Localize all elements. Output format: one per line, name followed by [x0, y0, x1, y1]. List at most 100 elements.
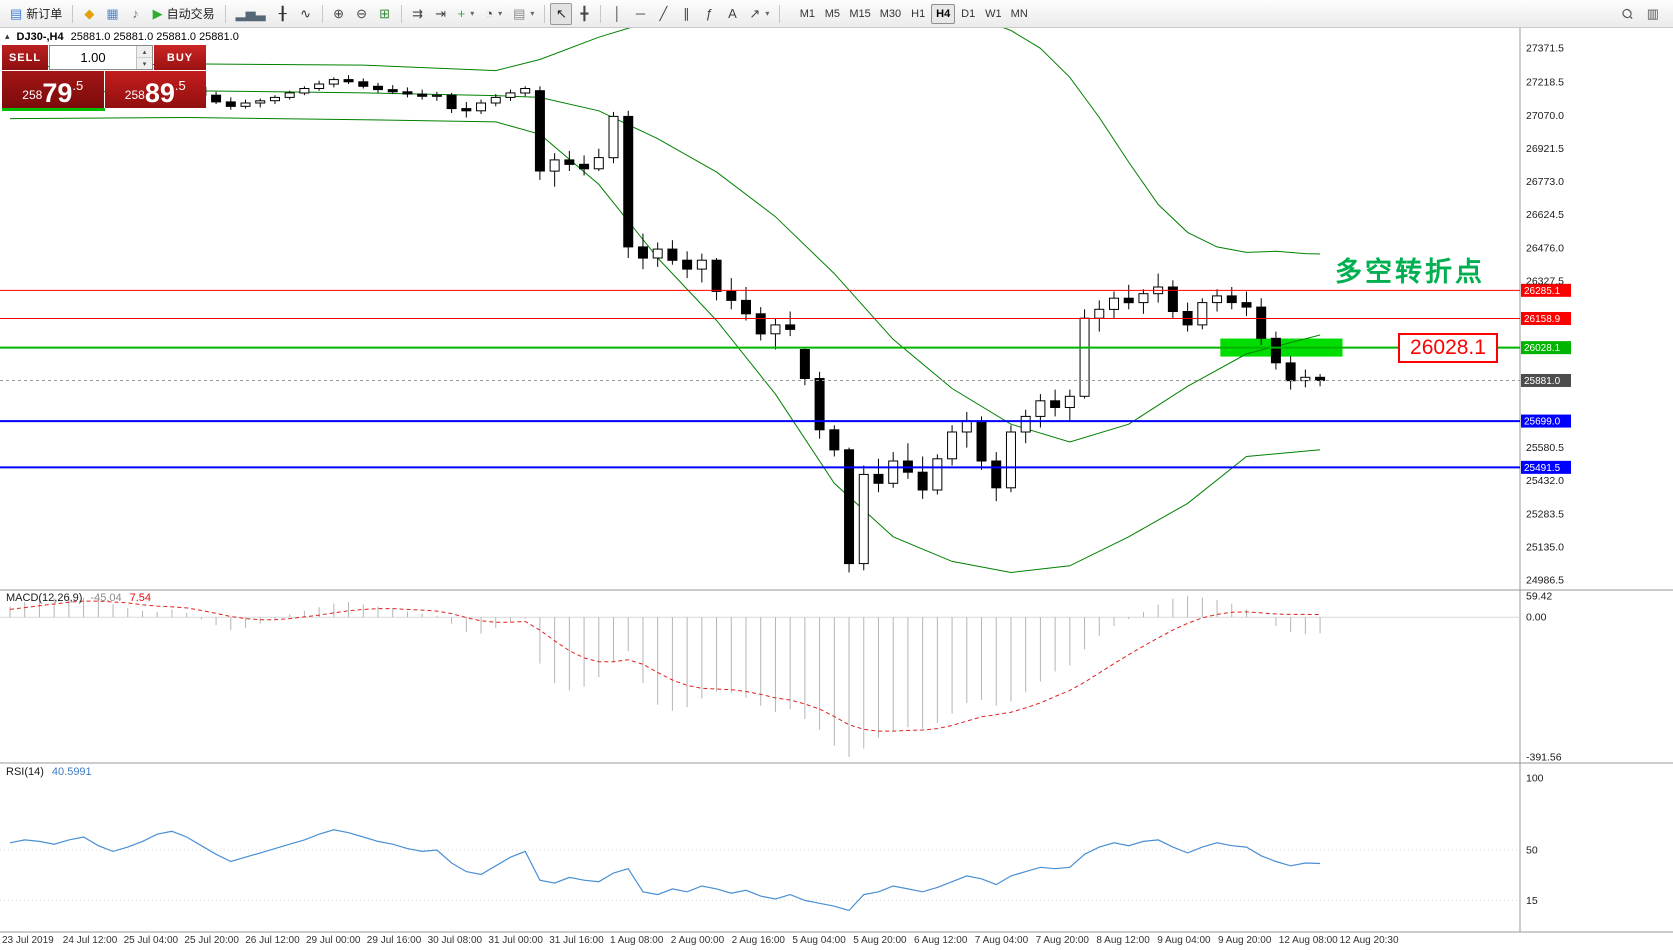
zoom-in-icon[interactable]: ⊕	[328, 3, 350, 25]
buy-price-prefix: 258	[124, 88, 145, 102]
time-label: 6 Aug 12:00	[914, 935, 968, 946]
sell-price[interactable]: 258 79.5	[2, 71, 104, 108]
crosshair-icon[interactable]: ╋	[573, 3, 595, 25]
toolbar-separator	[544, 4, 546, 23]
metaeditor-icon[interactable]: ◆	[78, 3, 100, 25]
one-click-toggle-icon[interactable]: ▴	[5, 31, 10, 41]
chart-title-bar: ▴ DJ30-,H4 25881.0 25881.0 25881.0 25881…	[5, 31, 239, 43]
vertical-line-icon-icon: │	[613, 6, 622, 21]
rsi-line	[9, 829, 1321, 912]
main-toolbar: ▤ 新订单 ◆ ▦ ♪ ▶ 自动交易 ▂▅▃ ╂ ∿ ⊕ ⊖ ⊞ ⇉ ⇥ + ▾ ◔ ▾ ▤ ▾ ↖ ╋ │ ─ ╱ ∥ ƒ A ↗ ▾ M1…	[0, 0, 1673, 28]
templates-button[interactable]: ▤ ▾	[508, 3, 539, 25]
data-window-icon[interactable]: ▥	[1642, 3, 1664, 25]
axis-price-label: 25881.0	[1521, 373, 1571, 387]
horizontal-line-icon[interactable]: ─	[629, 3, 651, 25]
sell-button[interactable]: SELL	[2, 45, 48, 70]
buy-price-big: 89	[144, 77, 175, 108]
time-label: 26 Jul 12:00	[245, 935, 300, 946]
bar-chart-icon[interactable]: ▂▅▃	[231, 3, 271, 25]
time-label: 9 Aug 20:00	[1218, 935, 1272, 946]
indicators-button[interactable]: + ▾	[453, 3, 480, 25]
cursor-icon[interactable]: ↖	[550, 2, 573, 25]
time-label: 12 Aug 20:30	[1339, 935, 1399, 946]
vertical-line-icon[interactable]: │	[606, 3, 628, 25]
axis-price-label: 25491.5	[1521, 460, 1571, 474]
timeframe-d1[interactable]: D1	[956, 4, 980, 24]
time-label: 5 Aug 04:00	[792, 935, 846, 946]
band-lower	[9, 116, 1321, 574]
dropdown-caret-icon: ▾	[498, 9, 503, 18]
trendline-icon-icon: ╱	[659, 6, 668, 21]
periods-button[interactable]: ◔ ▾	[480, 3, 507, 25]
volume-field[interactable]: 1.00 ▴ ▾	[49, 45, 153, 70]
axis-price-label: 26158.9	[1521, 311, 1571, 325]
chart-shift-icon[interactable]: ⇥	[430, 3, 452, 25]
new-order-button[interactable]: ▤ 新订单	[5, 3, 67, 25]
time-axis[interactable]: 23 Jul 2019 24 Jul 12:00 25 Jul 04:00 25 Ju…	[0, 935, 1673, 950]
toolbar-separator	[600, 4, 602, 23]
time-label: 23 Jul 2019	[2, 935, 54, 946]
price-scale-label: 26327.5	[1526, 275, 1564, 287]
search-icon-icon: Ϙ	[1617, 4, 1636, 23]
arrows-icon[interactable]: ↗ ▾	[744, 3, 774, 25]
tile-windows-icon[interactable]: ⊞	[374, 3, 396, 25]
timeframe-h4[interactable]: H4	[931, 3, 956, 24]
time-label: 1 Aug 08:00	[610, 935, 664, 946]
rsi-scale-label: 50	[1526, 845, 1538, 857]
time-label: 31 Jul 16:00	[549, 935, 604, 946]
timeframe-m1[interactable]: M1	[795, 4, 819, 24]
channel-icon[interactable]: ∥	[675, 3, 697, 25]
symbol-period-label: DJ30-,H4	[16, 31, 64, 43]
zoom-out-icon[interactable]: ⊖	[351, 3, 373, 25]
buy-button[interactable]: BUY	[154, 45, 206, 70]
turning-point-annotation[interactable]: 多空转折点	[1335, 257, 1485, 287]
time-label: 24 Jul 12:00	[62, 935, 118, 946]
dropdown-caret-icon: ▾	[470, 9, 475, 18]
horizontal-line-icon-icon: ─	[635, 6, 646, 21]
volume-value[interactable]: 1.00	[80, 50, 106, 65]
market-icon[interactable]: ▦	[101, 3, 123, 25]
search-icon[interactable]: Ϙ	[1616, 3, 1638, 25]
periods-icon: ◔	[485, 6, 494, 21]
line-chart-icon[interactable]: ∿	[295, 3, 317, 25]
sounds-icon[interactable]: ♪	[125, 3, 147, 25]
text-icon[interactable]: A	[721, 3, 743, 25]
time-label: 25 Jul 20:00	[184, 935, 239, 946]
toolbar-separator	[779, 4, 781, 23]
candlestick-chart-icon[interactable]: ╂	[272, 3, 294, 25]
timeframe-m30[interactable]: M30	[876, 4, 905, 24]
time-label: 7 Aug 04:00	[974, 935, 1029, 946]
price-scale-label: 25135.0	[1526, 541, 1564, 553]
buy-price[interactable]: 258 89.5	[104, 71, 206, 108]
timeframe-w1[interactable]: W1	[981, 4, 1006, 24]
time-label: 25 Jul 04:00	[123, 935, 179, 946]
autotrading-button-label: 自动交易	[166, 7, 215, 21]
stepper-down-icon[interactable]: ▾	[137, 58, 152, 69]
timeframe-h1[interactable]: H1	[906, 4, 930, 24]
ohlc-readout: 25881.0 25881.0 25881.0 25881.0	[70, 31, 239, 43]
auto-scroll-icon[interactable]: ⇉	[407, 3, 429, 25]
time-label: 5 Aug 20:00	[853, 935, 907, 946]
new-order-button-label: 新订单	[26, 7, 63, 21]
chart-canvas[interactable]: 26285.1 26158.9 26028.1 25699.0 25491.5 25881…	[0, 28, 1673, 950]
channel-icon-icon: ∥	[683, 6, 690, 21]
new-order-icon: ▤	[10, 6, 23, 21]
price-callout-label[interactable]: 26028.1	[1398, 333, 1498, 363]
metaeditor-icon-icon: ◆	[84, 6, 95, 21]
fibonacci-icon[interactable]: ƒ	[698, 3, 720, 25]
time-label: 9 Aug 04:00	[1157, 935, 1211, 946]
fibonacci-icon-icon: ƒ	[705, 6, 714, 21]
price-scale-label: 27371.5	[1526, 43, 1564, 55]
timeframe-m5[interactable]: M5	[820, 4, 844, 24]
autotrading-button[interactable]: ▶ 自动交易	[148, 3, 220, 25]
time-label: 29 Jul 16:00	[366, 935, 422, 946]
stepper-up-icon[interactable]: ▴	[137, 46, 152, 58]
macd-scale-label: -391.56	[1526, 752, 1562, 764]
trendline-icon[interactable]: ╱	[652, 3, 674, 25]
volume-stepper[interactable]: ▴ ▾	[136, 46, 152, 69]
timeframe-m15[interactable]: M15	[845, 4, 874, 24]
time-label: 2 Aug 00:00	[670, 935, 725, 946]
arrows-icon-icon: ↗	[749, 6, 761, 21]
timeframe-mn[interactable]: MN	[1007, 4, 1032, 24]
price-scale-label: 26773.0	[1526, 176, 1564, 188]
